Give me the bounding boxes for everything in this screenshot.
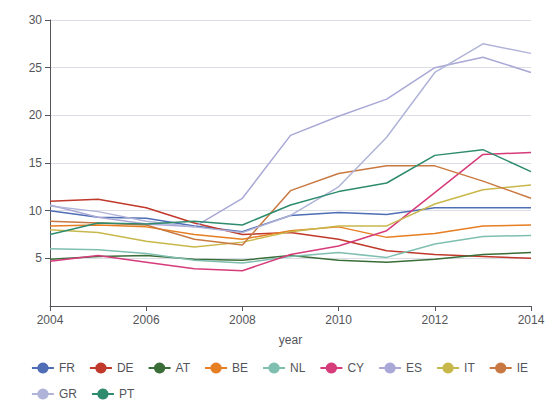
- svg-text:2012: 2012: [421, 313, 448, 327]
- svg-text:year: year: [279, 333, 302, 347]
- svg-text:5: 5: [35, 251, 42, 265]
- svg-text:25: 25: [29, 61, 43, 75]
- svg-text:30: 30: [29, 13, 43, 27]
- svg-text:GR: GR: [59, 387, 77, 401]
- svg-text:BE: BE: [232, 361, 248, 375]
- svg-text:ES: ES: [406, 361, 422, 375]
- svg-text:15: 15: [29, 156, 43, 170]
- svg-text:IE: IE: [517, 361, 528, 375]
- svg-text:2014: 2014: [518, 313, 545, 327]
- svg-text:AT: AT: [176, 361, 191, 375]
- svg-text:DE: DE: [117, 361, 134, 375]
- svg-text:2008: 2008: [229, 313, 256, 327]
- svg-text:10: 10: [29, 204, 43, 218]
- svg-text:2004: 2004: [37, 313, 64, 327]
- svg-text:20: 20: [29, 108, 43, 122]
- svg-text:NL: NL: [290, 361, 306, 375]
- svg-text:PT: PT: [119, 387, 135, 401]
- svg-text:IT: IT: [464, 361, 475, 375]
- svg-text:FR: FR: [59, 361, 75, 375]
- svg-text:2006: 2006: [133, 313, 160, 327]
- svg-text:2010: 2010: [325, 313, 352, 327]
- svg-text:CY: CY: [347, 361, 364, 375]
